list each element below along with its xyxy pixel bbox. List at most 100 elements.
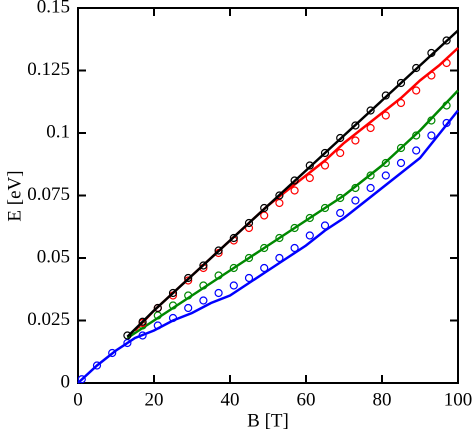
marker bbox=[320, 203, 330, 213]
marker bbox=[123, 331, 132, 340]
marker bbox=[184, 276, 193, 285]
marker bbox=[275, 233, 284, 243]
marker bbox=[412, 63, 421, 73]
marker bbox=[275, 198, 284, 208]
marker bbox=[305, 161, 314, 170]
marker bbox=[396, 98, 406, 108]
marker bbox=[77, 375, 86, 384]
marker bbox=[214, 271, 223, 280]
x-tick-label: 40 bbox=[221, 389, 240, 410]
marker bbox=[260, 203, 269, 213]
marker bbox=[199, 281, 208, 290]
marker bbox=[275, 191, 284, 200]
marker bbox=[396, 143, 406, 153]
marker bbox=[366, 106, 375, 115]
marker bbox=[366, 123, 375, 133]
marker bbox=[381, 158, 390, 168]
series-line bbox=[77, 109, 459, 384]
y-axis-label: E [eV] bbox=[4, 170, 25, 221]
marker bbox=[351, 136, 360, 145]
marker bbox=[412, 146, 421, 155]
marker bbox=[153, 321, 162, 330]
marker bbox=[336, 193, 345, 203]
marker bbox=[442, 36, 451, 45]
marker bbox=[184, 303, 193, 313]
marker bbox=[199, 261, 208, 270]
marker bbox=[427, 71, 436, 80]
y-tick-label: 0 bbox=[61, 371, 71, 392]
marker bbox=[351, 196, 360, 205]
x-tick-label: 100 bbox=[444, 389, 473, 410]
y-tick-label: 0.1 bbox=[46, 121, 70, 142]
marker bbox=[153, 303, 162, 313]
series-line bbox=[134, 47, 459, 332]
marker bbox=[214, 246, 223, 255]
marker bbox=[199, 296, 208, 305]
marker bbox=[366, 183, 375, 193]
marker bbox=[305, 173, 314, 183]
marker bbox=[336, 133, 345, 143]
marker bbox=[351, 183, 360, 193]
marker bbox=[427, 116, 436, 125]
marker bbox=[260, 263, 269, 273]
marker bbox=[184, 273, 193, 283]
y-tick-label: 0.05 bbox=[37, 246, 70, 267]
marker bbox=[396, 78, 406, 88]
marker bbox=[396, 158, 406, 168]
marker bbox=[381, 91, 390, 100]
marker bbox=[290, 243, 299, 253]
series-line bbox=[126, 89, 459, 340]
marker bbox=[290, 176, 299, 185]
x-tick-label: 0 bbox=[73, 389, 83, 410]
marker bbox=[214, 288, 223, 298]
marker bbox=[275, 253, 284, 263]
marker bbox=[244, 273, 254, 283]
marker bbox=[351, 121, 360, 130]
marker bbox=[260, 243, 269, 253]
marker bbox=[244, 253, 254, 263]
marker bbox=[412, 86, 421, 95]
marker bbox=[290, 186, 299, 195]
marker bbox=[260, 211, 269, 220]
marker bbox=[442, 58, 451, 68]
marker bbox=[108, 348, 117, 358]
y-tick-label: 0.15 bbox=[37, 0, 70, 17]
marker bbox=[381, 111, 390, 120]
marker bbox=[442, 101, 451, 110]
marker bbox=[442, 118, 451, 128]
marker bbox=[168, 301, 178, 310]
x-tick-label: 20 bbox=[145, 389, 164, 410]
marker bbox=[138, 317, 147, 326]
marker bbox=[336, 148, 345, 158]
marker bbox=[290, 223, 299, 233]
marker bbox=[305, 213, 314, 223]
marker bbox=[168, 313, 178, 323]
y-tick-label: 0.125 bbox=[27, 59, 70, 80]
marker bbox=[305, 231, 314, 240]
y-tick-label: 0.075 bbox=[27, 184, 70, 205]
marker bbox=[320, 161, 330, 170]
marker bbox=[381, 171, 390, 180]
y-tick-label: 0.025 bbox=[27, 309, 70, 330]
marker bbox=[229, 263, 238, 273]
plot-frame bbox=[77, 7, 459, 384]
marker bbox=[244, 218, 254, 228]
marker bbox=[412, 131, 421, 140]
marker bbox=[336, 208, 345, 218]
marker bbox=[229, 281, 238, 290]
marker bbox=[168, 288, 178, 298]
marker bbox=[138, 331, 147, 340]
series-line bbox=[126, 29, 459, 338]
marker bbox=[427, 48, 436, 58]
marker bbox=[229, 233, 238, 243]
x-tick-label: 80 bbox=[373, 389, 392, 410]
marker bbox=[366, 171, 375, 180]
x-axis-label: B [T] bbox=[247, 410, 289, 431]
marker bbox=[184, 291, 193, 300]
marker bbox=[427, 131, 436, 140]
x-tick-label: 60 bbox=[297, 389, 316, 410]
marker bbox=[92, 361, 102, 370]
marker bbox=[320, 221, 330, 230]
marker bbox=[320, 148, 330, 158]
